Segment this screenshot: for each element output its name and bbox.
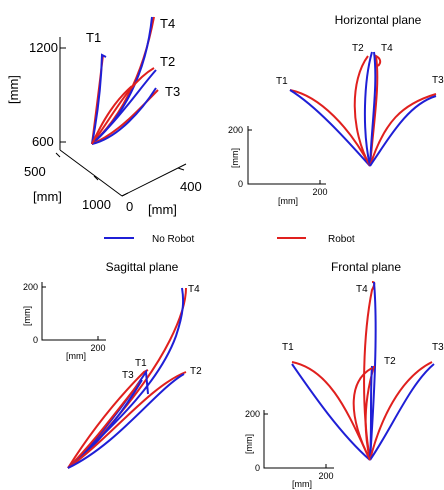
panel-frontal: Frontal plane 200 0 200 [mm] [mm] T4 T1 …	[244, 260, 444, 489]
trajectory-horizontal-t4-robot	[369, 54, 382, 167]
target-label-3d-t2: T2	[160, 54, 175, 69]
tick-frontal-y-0: 0	[255, 463, 260, 473]
tick-3d-x-400: 400	[180, 179, 202, 194]
target-label-frontal-t4: T4	[356, 284, 368, 295]
target-label-sagittal-t3: T3	[122, 370, 134, 381]
trajectory-3d-t1-no-robot	[91, 53, 107, 145]
trajectory-3d-extra-red	[91, 85, 133, 145]
trajectory-sagittal-t2-robot	[67, 371, 187, 469]
trajectory-frontal-t3-robot	[369, 361, 433, 461]
legend-label-no-robot: No Robot	[152, 234, 194, 245]
ticks-3d	[55, 47, 185, 197]
trajectories-horizontal	[289, 51, 437, 167]
axis-label-horizontal-y: [mm]	[230, 148, 240, 168]
axis-label-frontal-x: [mm]	[292, 479, 312, 489]
trajectories-3d	[91, 16, 159, 145]
target-label-horizontal-t4: T4	[381, 43, 393, 54]
trajectories-sagittal	[67, 287, 187, 469]
scale-axes-frontal	[263, 410, 334, 469]
target-label-3d-t3: T3	[165, 84, 180, 99]
target-label-frontal-t3: T3	[432, 342, 444, 353]
scale-axes-horizontal	[247, 126, 326, 185]
trajectory-sagittal-t1-robot	[67, 369, 149, 469]
target-label-frontal-t2: T2	[384, 356, 396, 367]
tick-sagittal-x-200: 200	[90, 343, 105, 353]
target-label-3d-t1: T1	[86, 30, 101, 45]
scale-ticks-horizontal	[248, 129, 321, 185]
trajectory-horizontal-t2-no-robot	[363, 51, 373, 167]
tick-frontal-y-200: 200	[245, 409, 260, 419]
target-label-3d-t4: T4	[160, 16, 175, 31]
trajectory-frontal-t2-no-robot	[369, 365, 373, 461]
panel-horizontal: Horizontal plane 200 0 200 [mm] [mm] T1 …	[228, 13, 444, 206]
axis-label-sagittal-y: [mm]	[22, 306, 32, 326]
trajectory-horizontal-t1-no-robot	[289, 89, 371, 167]
tick-3d-z-600: 600	[32, 134, 54, 149]
trajectory-horizontal-t2-robot	[353, 55, 371, 167]
tick-horizontal-x-200: 200	[312, 187, 327, 197]
trajectory-frontal-t3-no-robot	[369, 363, 435, 461]
title-horizontal: Horizontal plane	[335, 13, 422, 27]
axis-label-horizontal-x: [mm]	[278, 196, 298, 206]
panel-3d: 1200 600 500 1000 0 400 [mm] [mm] [mm] T…	[6, 16, 202, 217]
trajectory-frontal-extra-red	[352, 367, 373, 461]
trajectory-sagittal-t3-robot	[67, 381, 141, 469]
target-label-horizontal-t2: T2	[352, 43, 364, 54]
axis-label-3d-depth: [mm]	[33, 189, 62, 204]
target-label-sagittal-t1: T1	[135, 358, 147, 369]
axis-label-3d-x: [mm]	[148, 202, 177, 217]
tick-frontal-x-200: 200	[318, 471, 333, 481]
trajectory-frontal-t1-robot	[291, 361, 371, 461]
trajectories-frontal	[291, 281, 435, 461]
panel-sagittal: Sagittal plane 200 0 200 [mm] [mm] T4 T1…	[22, 260, 202, 469]
target-label-frontal-t1: T1	[282, 342, 294, 353]
scale-ticks-frontal	[264, 413, 327, 469]
target-label-horizontal-t1: T1	[276, 76, 288, 87]
trajectory-3d-t3-no-robot	[91, 87, 157, 145]
trajectory-frontal-t1-no-robot	[291, 363, 371, 461]
scale-axes-sagittal	[41, 282, 106, 341]
trajectory-3d-t2-robot	[91, 67, 155, 145]
tick-3d-z-1200: 1200	[29, 40, 58, 55]
target-label-horizontal-t3: T3	[432, 75, 444, 86]
trajectory-3d-t2-no-robot	[91, 69, 157, 145]
target-label-sagittal-t4: T4	[188, 284, 200, 295]
tick-3d-depth-1000: 1000	[82, 197, 111, 212]
axis-3d-depth	[59, 149, 123, 197]
trajectory-horizontal-t1-robot	[289, 89, 371, 167]
title-frontal: Frontal plane	[331, 260, 401, 274]
tick-3d-depth-500: 500	[24, 164, 46, 179]
trajectory-sagittal-t2-no-robot	[67, 373, 185, 469]
trajectory-horizontal-t4-no-robot	[369, 51, 377, 167]
axis-label-3d-z: [mm]	[6, 75, 21, 104]
axis-3d-horizontal	[121, 163, 187, 197]
tick-sagittal-y-0: 0	[33, 335, 38, 345]
title-sagittal: Sagittal plane	[106, 260, 179, 274]
legend-label-robot: Robot	[328, 234, 355, 245]
axis-label-frontal-y: [mm]	[244, 434, 254, 454]
trajectory-horizontal-t3-no-robot	[369, 95, 437, 167]
trajectory-3d-t3-robot	[91, 89, 159, 145]
target-label-sagittal-t2: T2	[190, 366, 202, 377]
tick-sagittal-y-200: 200	[23, 282, 38, 292]
legend: No Robot Robot	[104, 234, 355, 245]
trajectory-horizontal-t3-robot	[369, 93, 437, 167]
tick-horizontal-y-200: 200	[228, 125, 243, 135]
tick-horizontal-y-0: 0	[238, 179, 243, 189]
axis-label-sagittal-x: [mm]	[66, 351, 86, 361]
tick-3d-x-0: 0	[126, 199, 133, 214]
scale-ticks-sagittal	[42, 286, 99, 341]
